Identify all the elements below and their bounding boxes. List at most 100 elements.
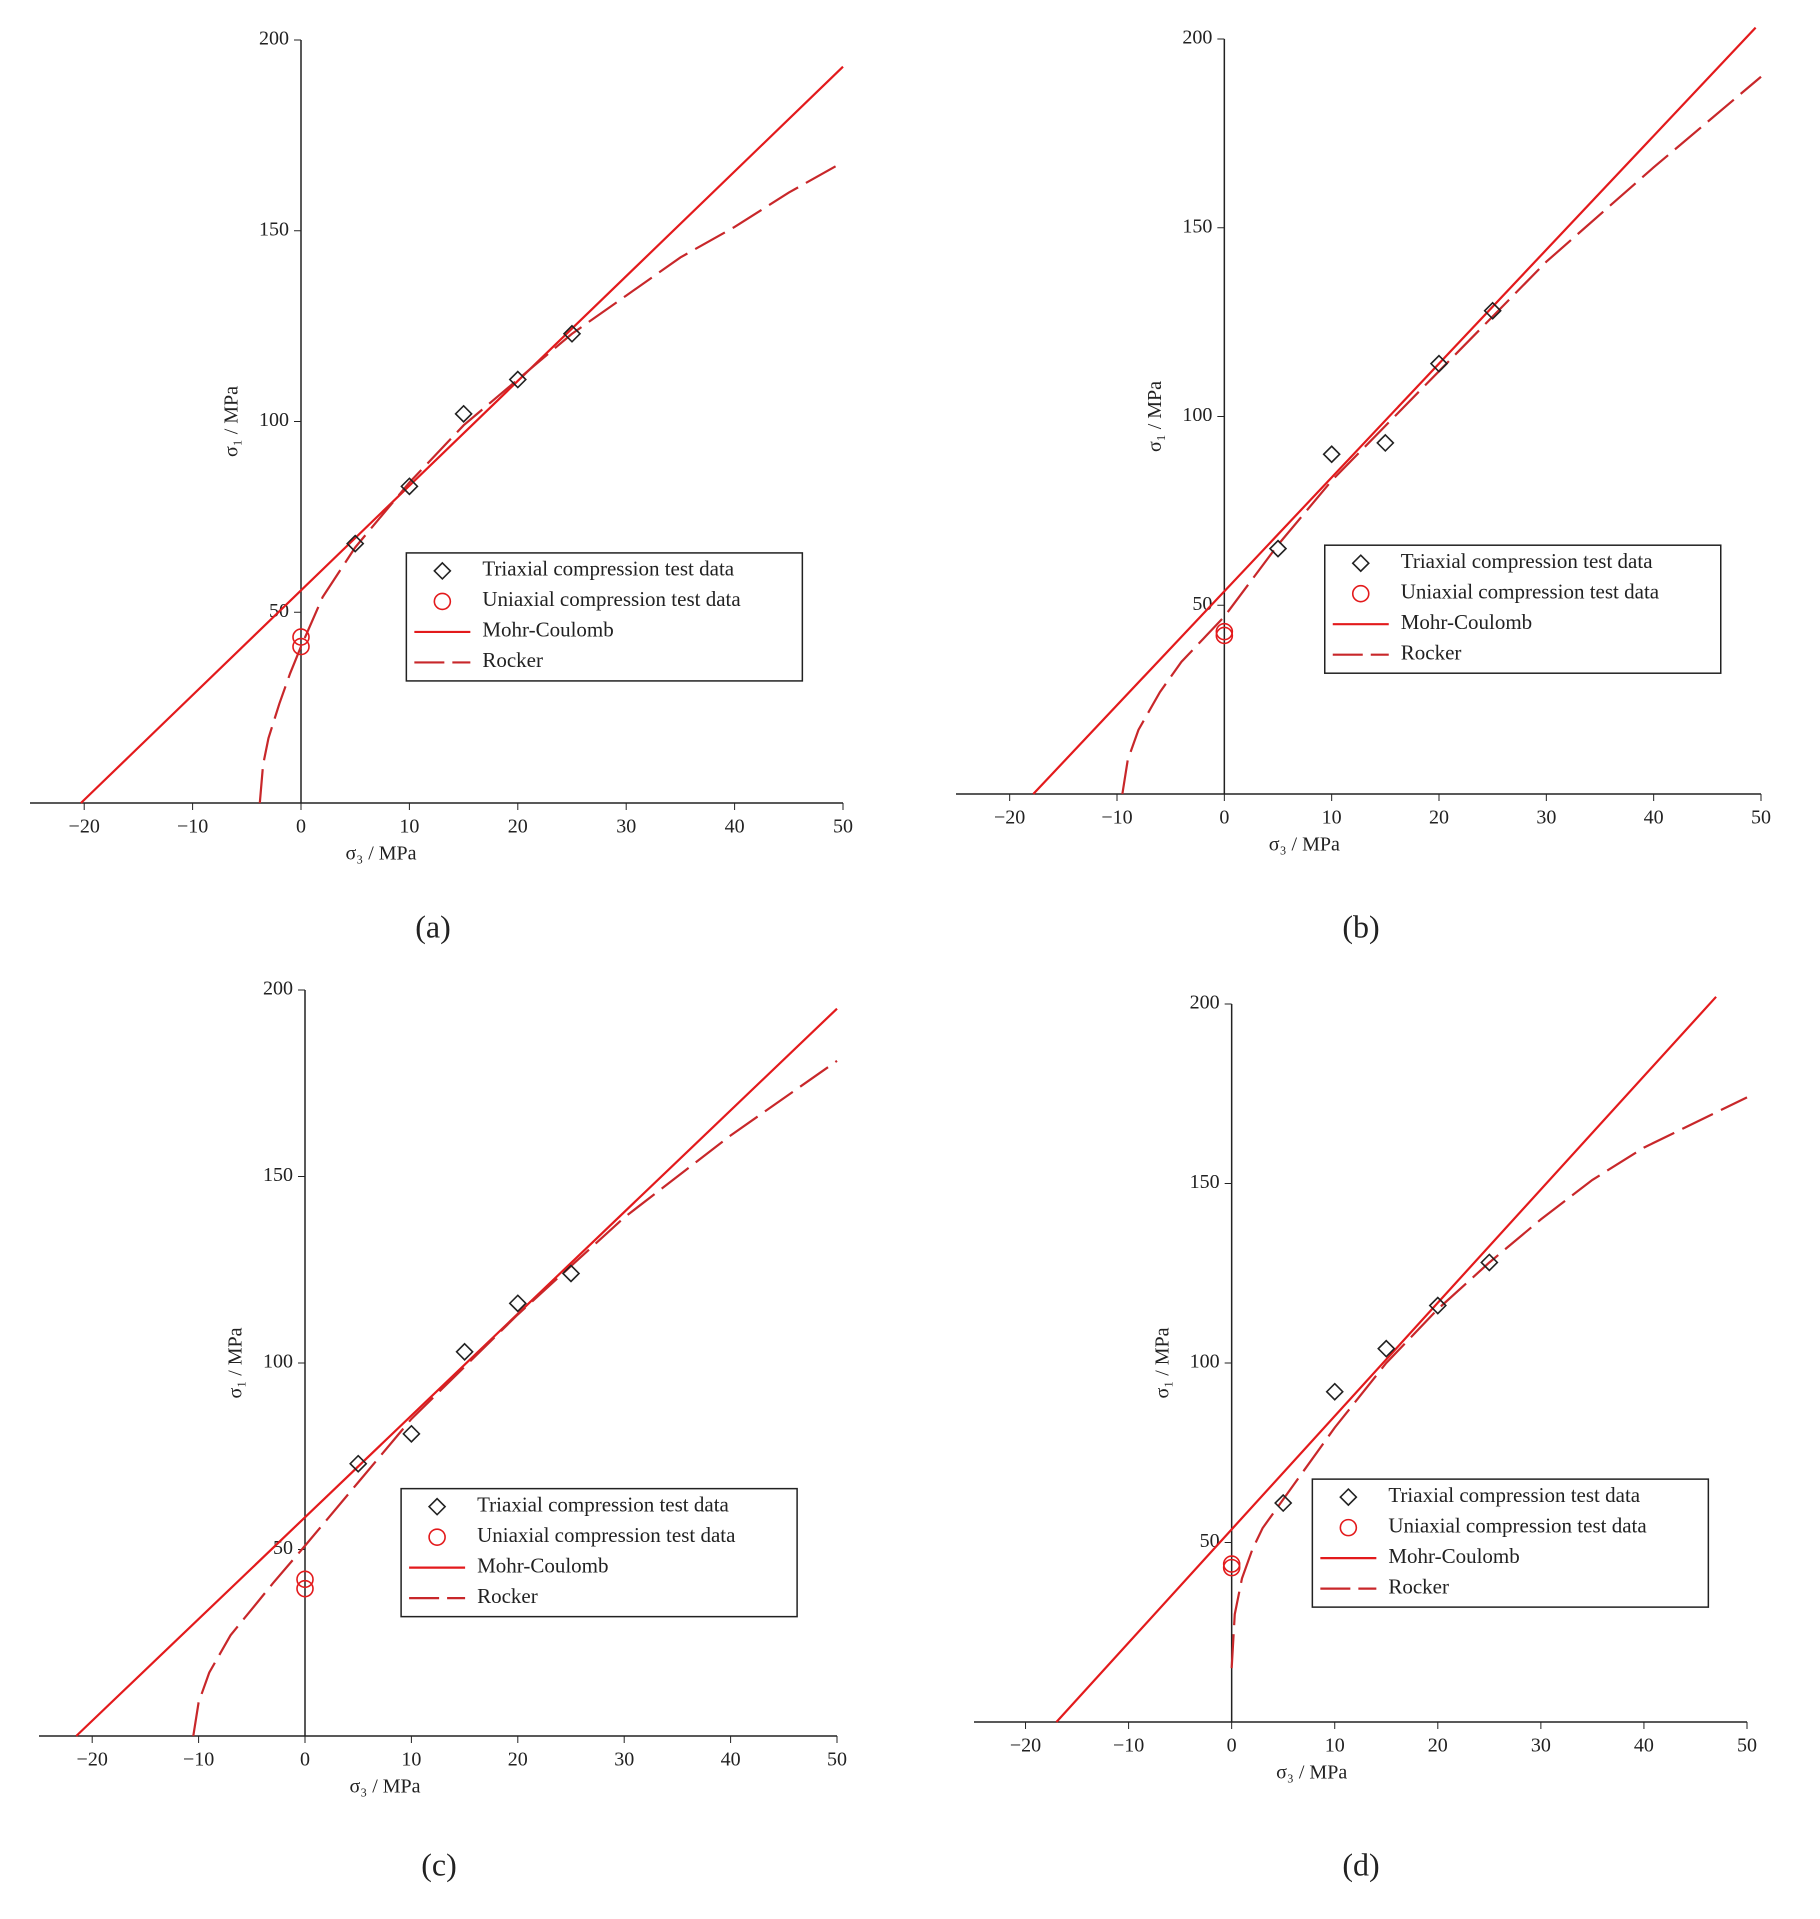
legend-label: Uniaxial compression test data [477, 1523, 736, 1547]
diamond-marker [1376, 433, 1395, 453]
curve [1121, 75, 1762, 795]
y-tick-label: 50 [1192, 593, 1212, 615]
circle-marker [292, 637, 310, 656]
curve [1032, 26, 1757, 795]
x-tick-label: 10 [1325, 1735, 1345, 1757]
legend-label: Mohr-Coulomb [482, 618, 613, 642]
legend-box [1311, 1478, 1710, 1608]
y-tick-label: 200 [1190, 992, 1220, 1014]
panel-label: (b) [1342, 908, 1379, 944]
y-axis-label: σ₁ / MPa [225, 1327, 247, 1398]
panel-label: (a) [415, 908, 451, 944]
diamond-marker [508, 1294, 527, 1313]
y-tick-label: 200 [259, 28, 289, 50]
y-tick-label: 50 [1200, 1530, 1220, 1552]
diamond-marker [1429, 354, 1449, 373]
y-axis-label: σ₁ / MPa [221, 386, 243, 457]
diamond-marker [1339, 1487, 1358, 1507]
legend-label: Uniaxial compression test data [1388, 1513, 1647, 1537]
diamond-marker [1351, 554, 1370, 573]
diamond-marker [508, 370, 527, 389]
diamond-marker [1483, 301, 1502, 320]
circle-marker [296, 1579, 314, 1598]
x-tick-label: 20 [508, 816, 528, 838]
x-tick-label: −10 [177, 816, 208, 838]
panel: −20 −10 0 10 20 30 40 50 50 100 150 200 σ₃ / MPa σ₁ /… [974, 992, 1757, 1882]
diamond-marker [1480, 1253, 1499, 1272]
legend-label: Rocker [1388, 1574, 1449, 1598]
x-tick-label: 50 [1737, 1735, 1757, 1757]
circle-marker [292, 628, 310, 646]
x-tick-label: 20 [508, 1749, 528, 1771]
legend-label: Triaxial compression test data [1401, 549, 1653, 573]
x-tick-label: 10 [399, 816, 419, 838]
x-tick-label: 20 [1428, 1735, 1448, 1757]
circle-marker [433, 592, 452, 611]
legend-label: Rocker [1401, 641, 1462, 665]
legend-label: Triaxial compression test data [477, 1492, 729, 1516]
x-tick-label: 30 [1531, 1735, 1551, 1757]
circle-marker [428, 1528, 446, 1546]
legend-box [400, 1487, 798, 1618]
curve [1230, 1096, 1748, 1669]
legend-label: Triaxial compression test data [482, 557, 734, 581]
diamond-marker [1377, 1339, 1396, 1358]
x-tick-label: 50 [827, 1749, 847, 1771]
circle-marker [1215, 622, 1234, 641]
y-tick-label: 150 [1182, 215, 1212, 237]
legend-label: Mohr-Coulomb [1388, 1544, 1519, 1568]
legend-label: Mohr-Coulomb [1401, 610, 1532, 634]
x-tick-label: 30 [1536, 807, 1556, 829]
diamond-marker [562, 324, 582, 343]
y-axis-label: σ₁ / MPa [1144, 381, 1166, 452]
legend-box [1324, 544, 1722, 674]
legend: Triaxial compression test data Uniaxial c… [400, 1487, 798, 1618]
legend: Triaxial compression test data Uniaxial c… [405, 552, 804, 682]
legend: Triaxial compression test data Uniaxial c… [1324, 544, 1722, 674]
x-axis-label: σ₃ / MPa [349, 1776, 420, 1798]
diamond-marker [349, 1454, 368, 1473]
x-tick-label: 30 [614, 1749, 634, 1771]
x-tick-label: 50 [1751, 807, 1771, 829]
x-tick-label: −20 [69, 816, 100, 838]
circle-marker [1222, 1558, 1241, 1577]
x-tick-label: −10 [1101, 807, 1132, 829]
x-axis-label: σ₃ / MPa [345, 843, 416, 865]
legend-label: Uniaxial compression test data [482, 587, 741, 611]
x-tick-label: 0 [300, 1749, 310, 1771]
curve [192, 1059, 838, 1737]
circle-marker [1339, 1518, 1358, 1537]
diamond-marker [433, 561, 452, 581]
y-tick-label: 150 [259, 218, 289, 240]
y-tick-label: 100 [1182, 404, 1212, 426]
y-axis-label: σ₁ / MPa [1151, 1327, 1173, 1398]
diamond-marker [455, 1342, 474, 1361]
circle-marker [1351, 584, 1370, 603]
diamond-marker [1428, 1296, 1447, 1315]
diamond-marker [427, 1497, 447, 1516]
x-tick-label: 0 [1227, 1735, 1237, 1757]
y-tick-label: 200 [263, 978, 293, 1000]
x-tick-label: 50 [833, 816, 853, 838]
y-tick-label: 100 [1190, 1351, 1220, 1373]
diamond-marker [1322, 445, 1341, 464]
x-tick-label: −20 [994, 807, 1025, 829]
diamond-marker [402, 1424, 421, 1444]
diamond-marker [400, 477, 419, 496]
curve [80, 65, 844, 804]
circle-marker [296, 1570, 314, 1589]
panel: −20 −10 0 10 20 30 40 50 50 100 150 200 σ₃ / MPa σ₁ /… [39, 978, 847, 1882]
x-tick-label: 30 [616, 816, 636, 838]
panel-label: (d) [1342, 1846, 1379, 1882]
y-tick-label: 50 [273, 1537, 293, 1559]
x-tick-label: 10 [1322, 807, 1342, 829]
diamond-marker [454, 404, 473, 424]
diamond-marker [1268, 539, 1288, 558]
legend: Triaxial compression test data Uniaxial c… [1311, 1478, 1710, 1608]
diamond-marker [1274, 1493, 1293, 1513]
legend-label: Triaxial compression test data [1388, 1483, 1640, 1507]
x-tick-label: −20 [77, 1749, 108, 1771]
legend-label: Rocker [477, 1584, 538, 1608]
